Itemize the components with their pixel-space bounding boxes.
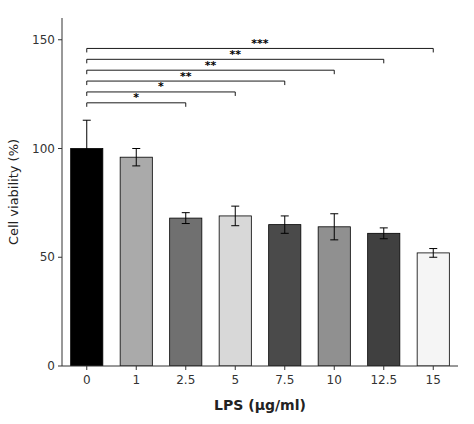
x-tick <box>383 366 384 370</box>
x-tick-label: 0 <box>83 373 91 387</box>
error-bar <box>132 149 140 166</box>
x-tick-label: 10 <box>327 373 342 387</box>
error-bar <box>182 213 190 224</box>
y-tick-label: 0 <box>47 359 55 373</box>
x-tick <box>334 366 335 370</box>
y-tick-label: 150 <box>32 33 55 47</box>
y-tick-label: 100 <box>32 142 55 156</box>
error-bar <box>281 216 289 233</box>
x-axis <box>62 366 458 367</box>
bar <box>318 227 350 366</box>
significance-label: ** <box>205 59 217 72</box>
x-axis-label: LPS (μg/ml) <box>214 397 306 413</box>
y-tick <box>58 257 62 258</box>
x-tick <box>284 366 285 370</box>
x-tick <box>185 366 186 370</box>
error-bar <box>330 214 338 240</box>
x-tick-label: 2.5 <box>176 373 195 387</box>
error-bar <box>231 206 239 226</box>
y-tick <box>58 148 62 149</box>
significance-label: ** <box>229 48 241 61</box>
x-tick-label: 15 <box>426 373 441 387</box>
bar <box>368 233 400 366</box>
x-tick-label: 7.5 <box>275 373 294 387</box>
y-axis <box>62 18 63 366</box>
error-bar <box>83 120 91 177</box>
error-bar <box>380 228 388 239</box>
x-tick <box>136 366 137 370</box>
significance-label: * <box>133 91 139 104</box>
bar <box>120 157 152 366</box>
y-tick-label: 50 <box>40 250 55 264</box>
x-tick <box>433 366 434 370</box>
x-tick-label: 5 <box>231 373 239 387</box>
error-bar <box>429 249 437 258</box>
x-tick <box>86 366 87 370</box>
plot-area <box>71 120 450 366</box>
x-tick <box>235 366 236 370</box>
significance-label: * <box>158 80 164 93</box>
y-tick <box>58 39 62 40</box>
bar <box>269 225 301 366</box>
x-tick-label: 12.5 <box>370 373 397 387</box>
chart-container: 050100150012.557.51012.515LPS (μg/ml)Cel… <box>0 0 474 424</box>
bar <box>219 216 251 366</box>
x-tick-label: 1 <box>132 373 140 387</box>
bar <box>417 253 449 366</box>
bar <box>170 218 202 366</box>
chart: 050100150012.557.51012.515LPS (μg/ml)Cel… <box>0 0 474 424</box>
y-axis-label: Cell viability (%) <box>6 139 21 245</box>
bar <box>71 149 103 367</box>
significance-label: *** <box>251 37 269 50</box>
y-tick <box>58 366 62 367</box>
significance-label: ** <box>180 70 192 83</box>
